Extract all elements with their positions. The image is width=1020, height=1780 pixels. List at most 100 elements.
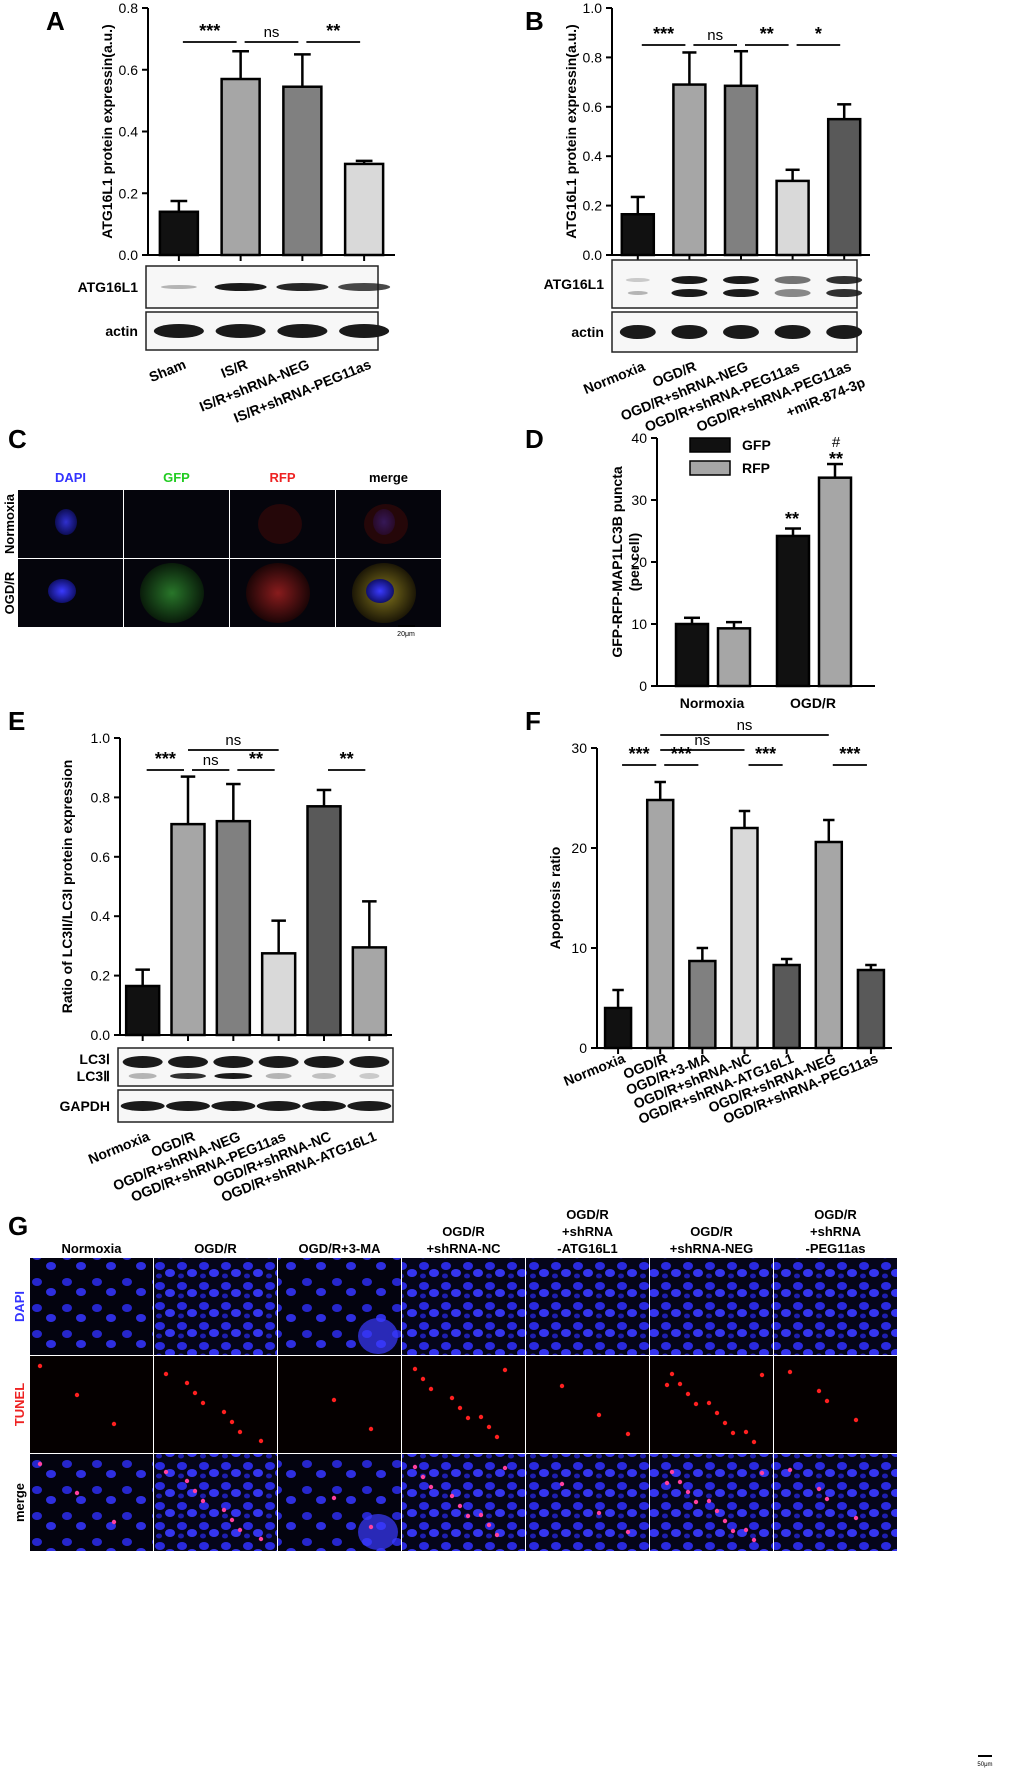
y-tick-label: 10 (631, 616, 647, 632)
blot-band (276, 283, 329, 291)
significance-label: *** (629, 744, 650, 764)
blot-atg16l1: ATG16L1 (78, 265, 391, 309)
bar (730, 826, 759, 1050)
tunel-positive-cell (743, 1527, 749, 1533)
tunel-positive-cell (559, 1383, 565, 1389)
tunel-positive-cell (229, 1517, 235, 1523)
tunel-positive-cell (74, 1392, 80, 1398)
column-label: OGD/R (566, 1207, 609, 1222)
blot-band (671, 276, 708, 284)
tunel-positive-cell (368, 1426, 374, 1432)
blot-band (774, 289, 811, 297)
blot-band (214, 283, 267, 291)
bar (775, 534, 811, 688)
y-axis-label: Ratio of LC3II/LC3I protein expression (59, 760, 75, 1014)
blot-label: LC3Ⅰ (79, 1051, 110, 1067)
bar (306, 805, 342, 1037)
blot-actin: actin (105, 311, 390, 351)
column-label: +shRNA (562, 1224, 614, 1239)
blot-band (277, 324, 328, 338)
bar (688, 959, 717, 1050)
tunel-positive-cell (759, 1372, 765, 1378)
tunel-positive-cell (465, 1415, 471, 1421)
tunel-positive-cell (457, 1405, 463, 1411)
category-label: Normoxia (581, 358, 647, 397)
cell-body (364, 504, 408, 544)
tunel-positive-cell (693, 1499, 699, 1505)
tunel-positive-cell (478, 1414, 484, 1420)
micrograph-grid-c: DAPI GFP RFP merge Normoxia OGD/R 20μm (2, 470, 441, 638)
significance-label: *** (755, 744, 776, 764)
blot-label: GAPDH (59, 1098, 110, 1114)
tunel-positive-cell (449, 1395, 455, 1401)
blot-band (302, 1101, 346, 1111)
y-axis-label: (per cell) (626, 533, 642, 591)
micrograph-tile (402, 1356, 525, 1453)
tunel-positive-cell (237, 1429, 243, 1435)
tunel-positive-cell (184, 1478, 190, 1484)
blot-band (723, 276, 759, 284)
tunel-positive-cell (559, 1481, 565, 1487)
blot-band (671, 325, 708, 339)
blot-band (826, 289, 863, 297)
blot-band (122, 1056, 163, 1068)
tunel-positive-cell (625, 1431, 631, 1437)
y-axis-label: ATG16L1 protein expressin(a.u.) (99, 24, 115, 238)
blot-band (774, 276, 811, 284)
tunel-positive-cell (751, 1439, 757, 1445)
legend-swatch (689, 437, 731, 453)
column-label: -ATG16L1 (557, 1241, 617, 1256)
tunel-positive-cell (706, 1498, 712, 1504)
bar (817, 476, 853, 688)
tunel-positive-cell (824, 1496, 830, 1502)
tunel-positive-cell (596, 1412, 602, 1418)
category-label: Normoxia (680, 695, 745, 711)
tunel-positive-cell (449, 1493, 455, 1499)
tunel-positive-cell (111, 1421, 117, 1427)
column-label: -PEG11as (806, 1241, 866, 1256)
blot-band (166, 1101, 210, 1111)
tunel-positive-cell (412, 1464, 418, 1470)
category-label: Normoxia (561, 1050, 627, 1089)
tunel-positive-cell (502, 1465, 508, 1471)
micrograph-tile (402, 1454, 525, 1551)
tunel-positive-cell (494, 1532, 500, 1538)
panel-letter-g: G (8, 1211, 28, 1241)
tunel-positive-cell (706, 1400, 712, 1406)
tunel-positive-cell (824, 1398, 830, 1404)
micrograph-tile (774, 1258, 897, 1355)
tunel-positive-cell (457, 1503, 463, 1509)
blot-band (723, 289, 759, 297)
tunel-positive-cell (853, 1417, 859, 1423)
micrograph-tile (154, 1356, 277, 1453)
bar (674, 622, 710, 688)
bar (772, 963, 801, 1050)
micrograph-grid-g: Normoxia OGD/R OGD/R+3-MA OGD/R +shRNA-NC OGD… (12, 1207, 993, 1768)
micrograph-tile (402, 1258, 525, 1355)
nucleus (55, 509, 77, 535)
y-tick-label: 0.4 (583, 148, 603, 164)
micrograph-tile (30, 1454, 153, 1551)
blot-band (349, 1056, 390, 1068)
cell-body (246, 563, 310, 623)
bar (260, 952, 297, 1037)
blot-label: LC3Ⅱ (77, 1068, 110, 1084)
significance-label: ** (326, 21, 340, 41)
blot-band (258, 1056, 299, 1068)
blot-label: actin (105, 323, 138, 339)
y-tick-label: 0.4 (119, 124, 139, 140)
tunel-positive-cell (787, 1369, 793, 1375)
bar (856, 968, 886, 1050)
micrograph-tile (650, 1258, 773, 1355)
tunel-positive-cell (685, 1391, 691, 1397)
tunel-positive-cell (221, 1507, 227, 1513)
y-axis-label: GFP-RFP-MAP1LC3B puncta (609, 466, 625, 658)
bar (814, 840, 844, 1050)
blot-band (627, 291, 648, 295)
bar (282, 85, 323, 257)
blot-band (826, 325, 863, 339)
blot-band (214, 1073, 253, 1079)
